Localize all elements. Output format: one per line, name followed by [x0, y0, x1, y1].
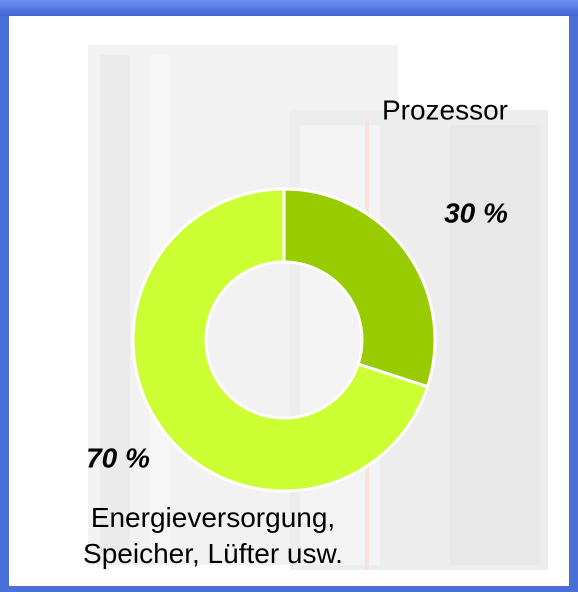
value-label: 70 % — [86, 442, 150, 473]
category-label: Prozessor — [382, 94, 508, 125]
value-label: 30 % — [444, 197, 508, 228]
slice — [282, 187, 437, 389]
slice — [131, 187, 430, 493]
category-label: Energieversorgung, Speicher, Lüfter usw. — [83, 502, 343, 569]
top-bar — [0, 0, 578, 16]
